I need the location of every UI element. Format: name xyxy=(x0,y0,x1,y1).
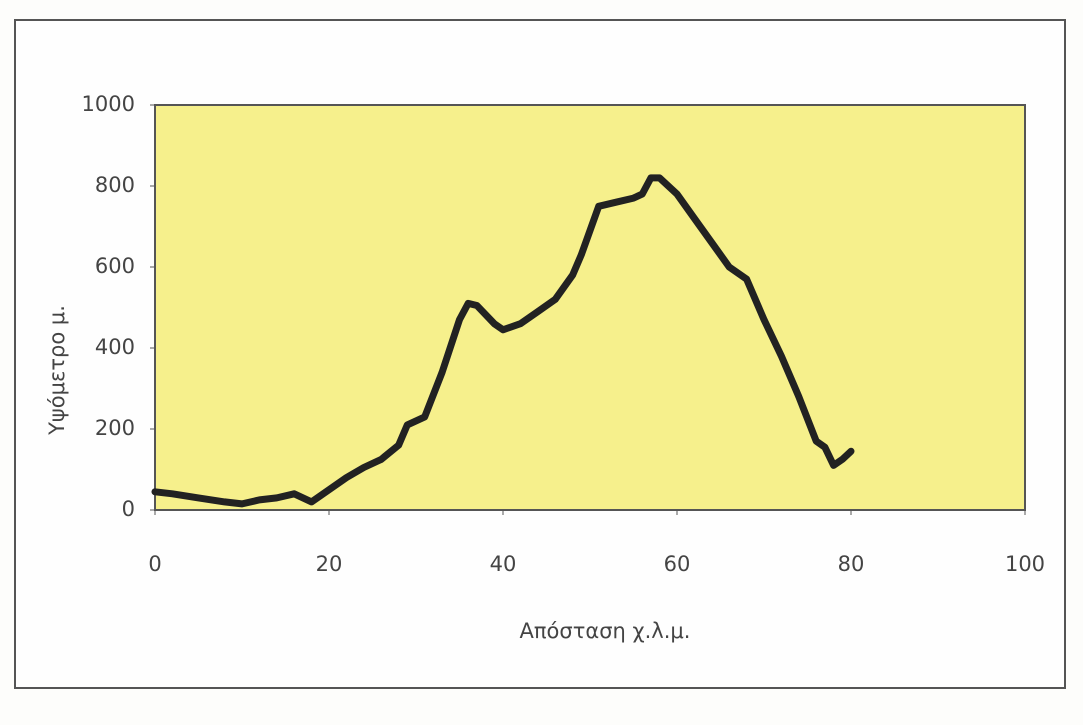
y-tick-label: 200 xyxy=(95,416,135,440)
y-tick-label: 1000 xyxy=(82,92,135,116)
y-tick-label: 0 xyxy=(122,497,135,521)
x-tick-label: 80 xyxy=(838,552,865,576)
x-tick-label: 0 xyxy=(148,552,161,576)
y-tick-label: 600 xyxy=(95,254,135,278)
x-tick-label: 100 xyxy=(1005,552,1045,576)
plot-area xyxy=(154,104,1026,511)
elevation-line xyxy=(151,174,855,508)
y-tick-label: 800 xyxy=(95,173,135,197)
x-tick-label: 40 xyxy=(490,552,517,576)
y-axis-label: Υψόμετρο μ. xyxy=(45,305,69,436)
y-tick-label: 400 xyxy=(95,335,135,359)
x-tick-label: 20 xyxy=(316,552,343,576)
x-axis-label: Απόσταση χ.λ.μ. xyxy=(520,619,691,643)
x-tick-label: 60 xyxy=(664,552,691,576)
